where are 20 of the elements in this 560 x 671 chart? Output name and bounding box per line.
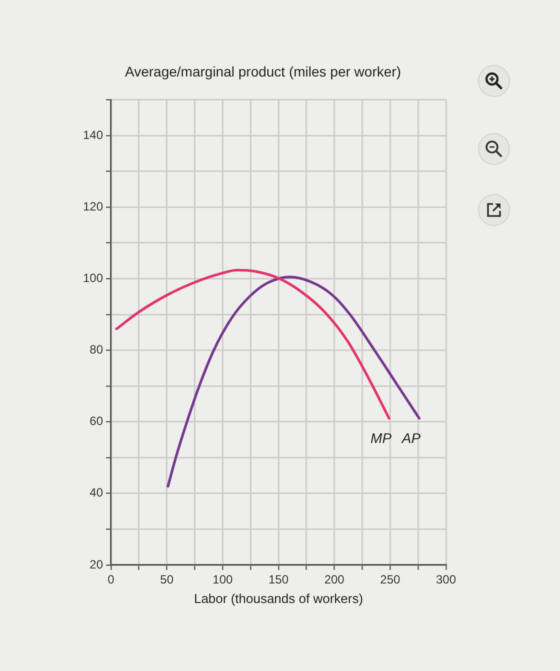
y-tick-label: 60 — [90, 414, 104, 428]
y-tick-label: 80 — [90, 342, 104, 357]
y-tick-label: 40 — [90, 486, 104, 500]
y-axis-title: Average/marginal product (miles per worker) — [125, 63, 401, 80]
series-label: MP — [370, 430, 392, 446]
line-series — [115, 268, 390, 420]
y-tick-label: 20 — [90, 557, 104, 572]
x-axis-title: Labor (thousands of workers) — [194, 590, 364, 606]
y-tick-label: 120 — [82, 199, 104, 214]
y-tick-label: 100 — [82, 271, 104, 286]
x-tick-label: 50 — [160, 572, 174, 587]
series-label: AP — [400, 430, 422, 446]
x-tick-label: 0 — [108, 572, 115, 587]
x-tick-label: 250 — [380, 572, 400, 587]
x-tick-label: 300 — [436, 572, 456, 587]
x-tick-label: 150 — [268, 572, 289, 587]
line-series — [166, 276, 420, 488]
y-tick-label: 140 — [82, 128, 104, 142]
x-tick-label: 100 — [212, 572, 234, 587]
x-tick-label: 200 — [324, 572, 345, 587]
